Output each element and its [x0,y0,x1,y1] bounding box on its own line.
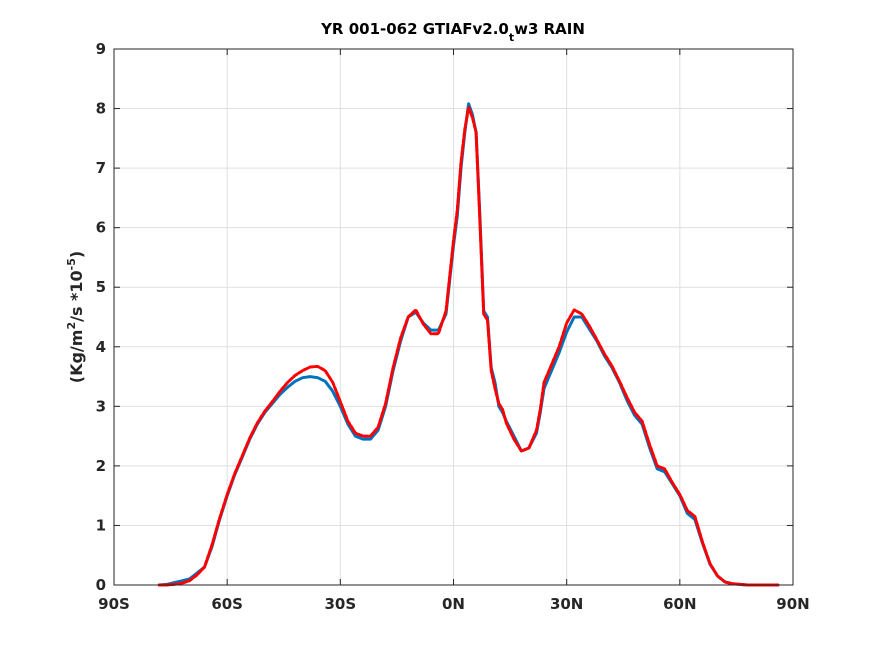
x-tick-label: 0N [442,595,465,613]
y-tick-label: 2 [96,457,106,475]
y-tick-label: 3 [96,397,106,415]
y-tick-label: 1 [96,516,106,534]
series-line-2 [157,105,780,587]
chart-title: YR 001-062 GTIAFv2.0tw3 RAIN [320,20,585,44]
y-tick-label: 0 [96,576,106,594]
tick-marks [113,48,794,586]
x-tick-labels: 90S 60S 30S 0N 30N 60N 90N [98,595,810,613]
y-tick-label: 7 [96,159,106,177]
x-tick-label: 30N [550,595,583,613]
y-tick-label: 9 [96,40,106,58]
x-tick-label: 30S [324,595,356,613]
y-axis-label: (Kg/m2/s *10-5) [65,251,86,383]
x-tick-label: 90S [98,595,130,613]
x-tick-label: 60S [211,595,243,613]
y-tick-label: 4 [96,338,106,356]
series-layer [157,102,780,587]
y-tick-label: 5 [96,278,106,296]
y-tick-label: 8 [96,100,106,118]
x-tick-label: 90N [776,595,809,613]
y-tick-labels: 0 1 2 3 4 5 6 7 8 9 [96,40,106,594]
x-tick-label: 60N [663,595,696,613]
y-tick-label: 6 [96,219,106,237]
